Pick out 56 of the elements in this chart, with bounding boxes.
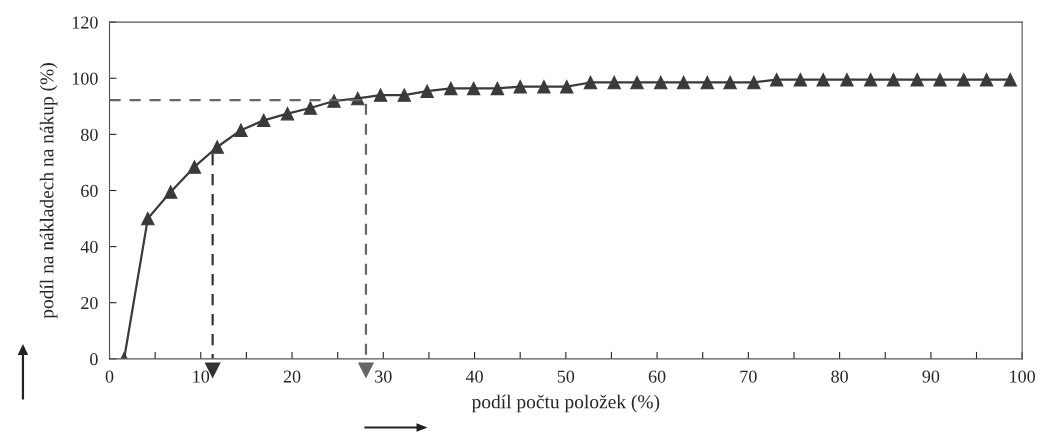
x-tick-label: 10 [193,370,210,383]
point [700,75,715,90]
y-tick-label: 60 [81,184,98,197]
x-axis-title: podíl počtu položek (%) [471,394,660,413]
point [793,72,808,87]
point [280,106,295,121]
point [933,72,947,87]
point [420,84,434,98]
point [816,72,830,87]
point [163,185,178,199]
x-tick-label: 60 [648,370,666,383]
point [141,211,155,226]
x-tick-label: 90 [922,370,940,383]
y-tick-label: 40 [80,240,98,254]
x-tick-label: 40 [465,370,483,383]
point [256,113,271,128]
point [397,88,412,102]
point [187,160,202,174]
y-tick-label: 80 [81,128,98,141]
point [234,123,248,137]
y-axis-title: podíl na nákladech na nákup (%) [39,63,58,319]
point [490,81,505,96]
point [466,81,481,96]
point [747,75,761,90]
point [537,79,551,94]
point [630,75,644,90]
point [910,72,924,87]
point [1003,72,1018,87]
point [840,72,854,87]
y-tick-label: 20 [81,296,98,310]
point [513,79,527,94]
point [303,101,318,115]
point [210,140,224,154]
x-tick-label: 20 [283,370,301,383]
y-tick-label: 0 [90,353,98,366]
x-tick-label: 80 [831,370,848,383]
point [559,79,574,94]
point [607,75,621,90]
point [653,75,668,90]
point [863,72,878,87]
point [583,75,598,90]
point [956,72,971,87]
point [676,75,691,90]
x-tick-label: 100 [1010,370,1035,383]
point [723,75,737,90]
point [886,72,901,87]
point [373,88,388,102]
point [979,72,994,87]
x-tick-label: 70 [740,370,757,383]
point [769,72,784,87]
y-tick-label: 120 [72,16,98,29]
x-tick-label: 0 [105,370,114,383]
x-tick-label: 30 [375,370,392,383]
point [444,81,458,96]
y-tick-label: 100 [72,72,98,85]
x-tick-label: 50 [557,370,575,383]
